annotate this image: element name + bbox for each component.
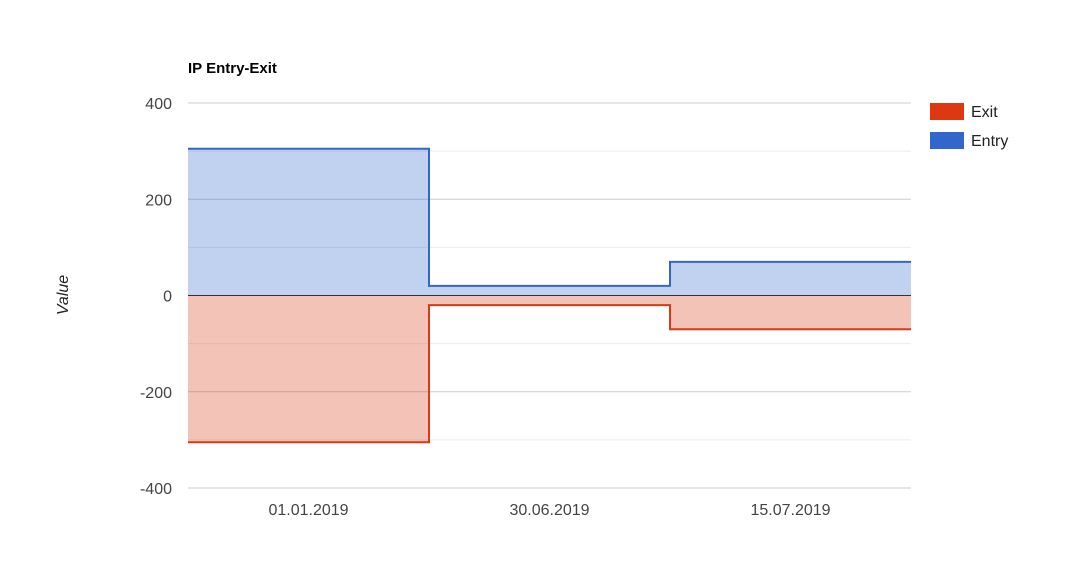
y-tick-label: 400	[145, 96, 172, 113]
y-tick-label: -400	[140, 481, 172, 498]
x-axis-ticks: 01.01.2019 30.06.2019 15.07.2019	[268, 502, 830, 519]
chart-title: IP Entry-Exit	[188, 60, 277, 77]
legend: Exit Entry	[930, 103, 1008, 150]
area-entry	[188, 148, 911, 296]
legend-swatch-exit	[930, 103, 964, 120]
line-exit	[188, 304, 911, 444]
x-tick-label: 15.07.2019	[750, 502, 830, 519]
series-lines	[188, 147, 911, 444]
legend-label-exit: Exit	[971, 104, 998, 121]
legend-label-entry: Entry	[971, 133, 1008, 150]
y-axis-title: Value	[55, 275, 72, 315]
y-axis-ticks: 400 200 0 -200 -400	[140, 96, 172, 498]
gridlines	[188, 102, 911, 489]
series-areas	[188, 148, 911, 443]
line-entry	[188, 147, 911, 287]
x-tick-label: 30.06.2019	[509, 502, 589, 519]
y-tick-label: -200	[140, 385, 172, 402]
y-tick-label: 0	[163, 289, 172, 306]
y-tick-label: 200	[145, 192, 172, 209]
x-tick-label: 01.01.2019	[268, 502, 348, 519]
area-exit	[188, 295, 911, 443]
legend-swatch-entry	[930, 132, 964, 149]
